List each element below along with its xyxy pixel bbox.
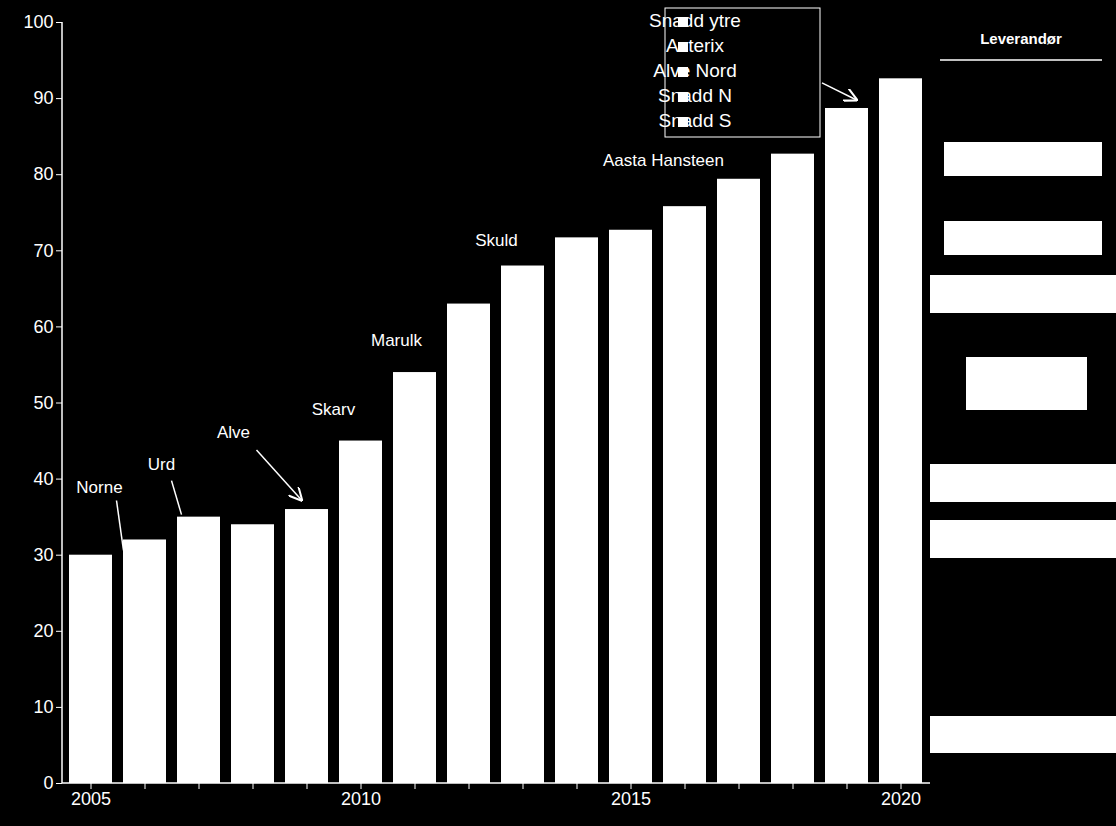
svg-text:Norne: Norne (76, 478, 122, 497)
svg-text:60: 60 (33, 317, 53, 337)
svg-text:Skuld: Skuld (475, 231, 518, 250)
svg-text:20: 20 (33, 621, 53, 641)
svg-text:50: 50 (33, 393, 53, 413)
svg-text:70: 70 (33, 241, 53, 261)
svg-text:10: 10 (33, 697, 53, 717)
svg-text:2005: 2005 (71, 789, 111, 809)
svg-text:Aasta Hansteen: Aasta Hansteen (603, 151, 724, 170)
svg-text:Alve: Alve (217, 423, 250, 442)
svg-text:Alve Nord: Alve Nord (653, 60, 736, 81)
svg-text:2010: 2010 (341, 789, 381, 809)
svg-text:Urd: Urd (148, 455, 175, 474)
svg-text:80: 80 (33, 164, 53, 184)
svg-text:2020: 2020 (881, 789, 921, 809)
svg-text:Marulk: Marulk (371, 331, 423, 350)
svg-text:Skarv: Skarv (312, 400, 356, 419)
svg-text:100: 100 (23, 12, 53, 32)
svg-text:Leverandør: Leverandør (980, 30, 1062, 47)
svg-text:40: 40 (33, 469, 53, 489)
svg-text:90: 90 (33, 88, 53, 108)
svg-text:Snadd ytre: Snadd ytre (649, 10, 741, 31)
svg-text:0: 0 (43, 773, 53, 793)
svg-text:2015: 2015 (611, 789, 651, 809)
svg-text:Snadd S: Snadd S (659, 110, 732, 131)
svg-text:30: 30 (33, 545, 53, 565)
svg-text:Snadd N: Snadd N (658, 85, 732, 106)
svg-text:Asterix: Asterix (666, 35, 725, 56)
